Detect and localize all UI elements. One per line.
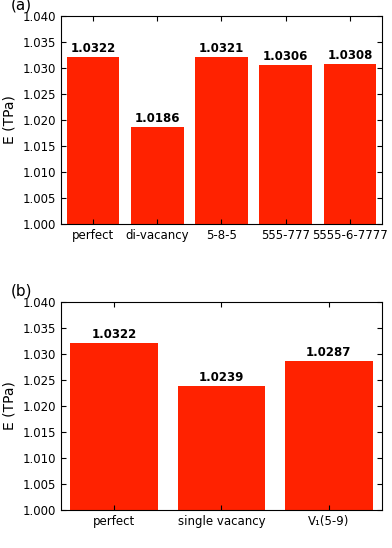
Text: 1.0239: 1.0239 bbox=[199, 371, 244, 384]
Text: (b): (b) bbox=[11, 283, 33, 298]
Bar bbox=[285, 361, 372, 510]
Bar bbox=[260, 65, 312, 224]
Bar bbox=[178, 386, 265, 510]
Text: 1.0308: 1.0308 bbox=[327, 49, 373, 62]
Text: 1.0306: 1.0306 bbox=[263, 50, 309, 63]
Text: 1.0322: 1.0322 bbox=[92, 328, 137, 341]
Y-axis label: E (TPa): E (TPa) bbox=[3, 95, 17, 145]
Y-axis label: E (TPa): E (TPa) bbox=[3, 381, 17, 431]
Text: 1.0321: 1.0321 bbox=[199, 42, 244, 55]
Text: 1.0186: 1.0186 bbox=[134, 112, 180, 125]
Bar bbox=[324, 64, 376, 224]
Bar bbox=[195, 58, 248, 224]
Bar bbox=[71, 343, 158, 510]
Text: (a): (a) bbox=[11, 0, 32, 12]
Text: 1.0322: 1.0322 bbox=[70, 42, 116, 55]
Text: 1.0287: 1.0287 bbox=[306, 346, 351, 359]
Bar bbox=[131, 127, 183, 224]
Bar bbox=[67, 57, 119, 224]
